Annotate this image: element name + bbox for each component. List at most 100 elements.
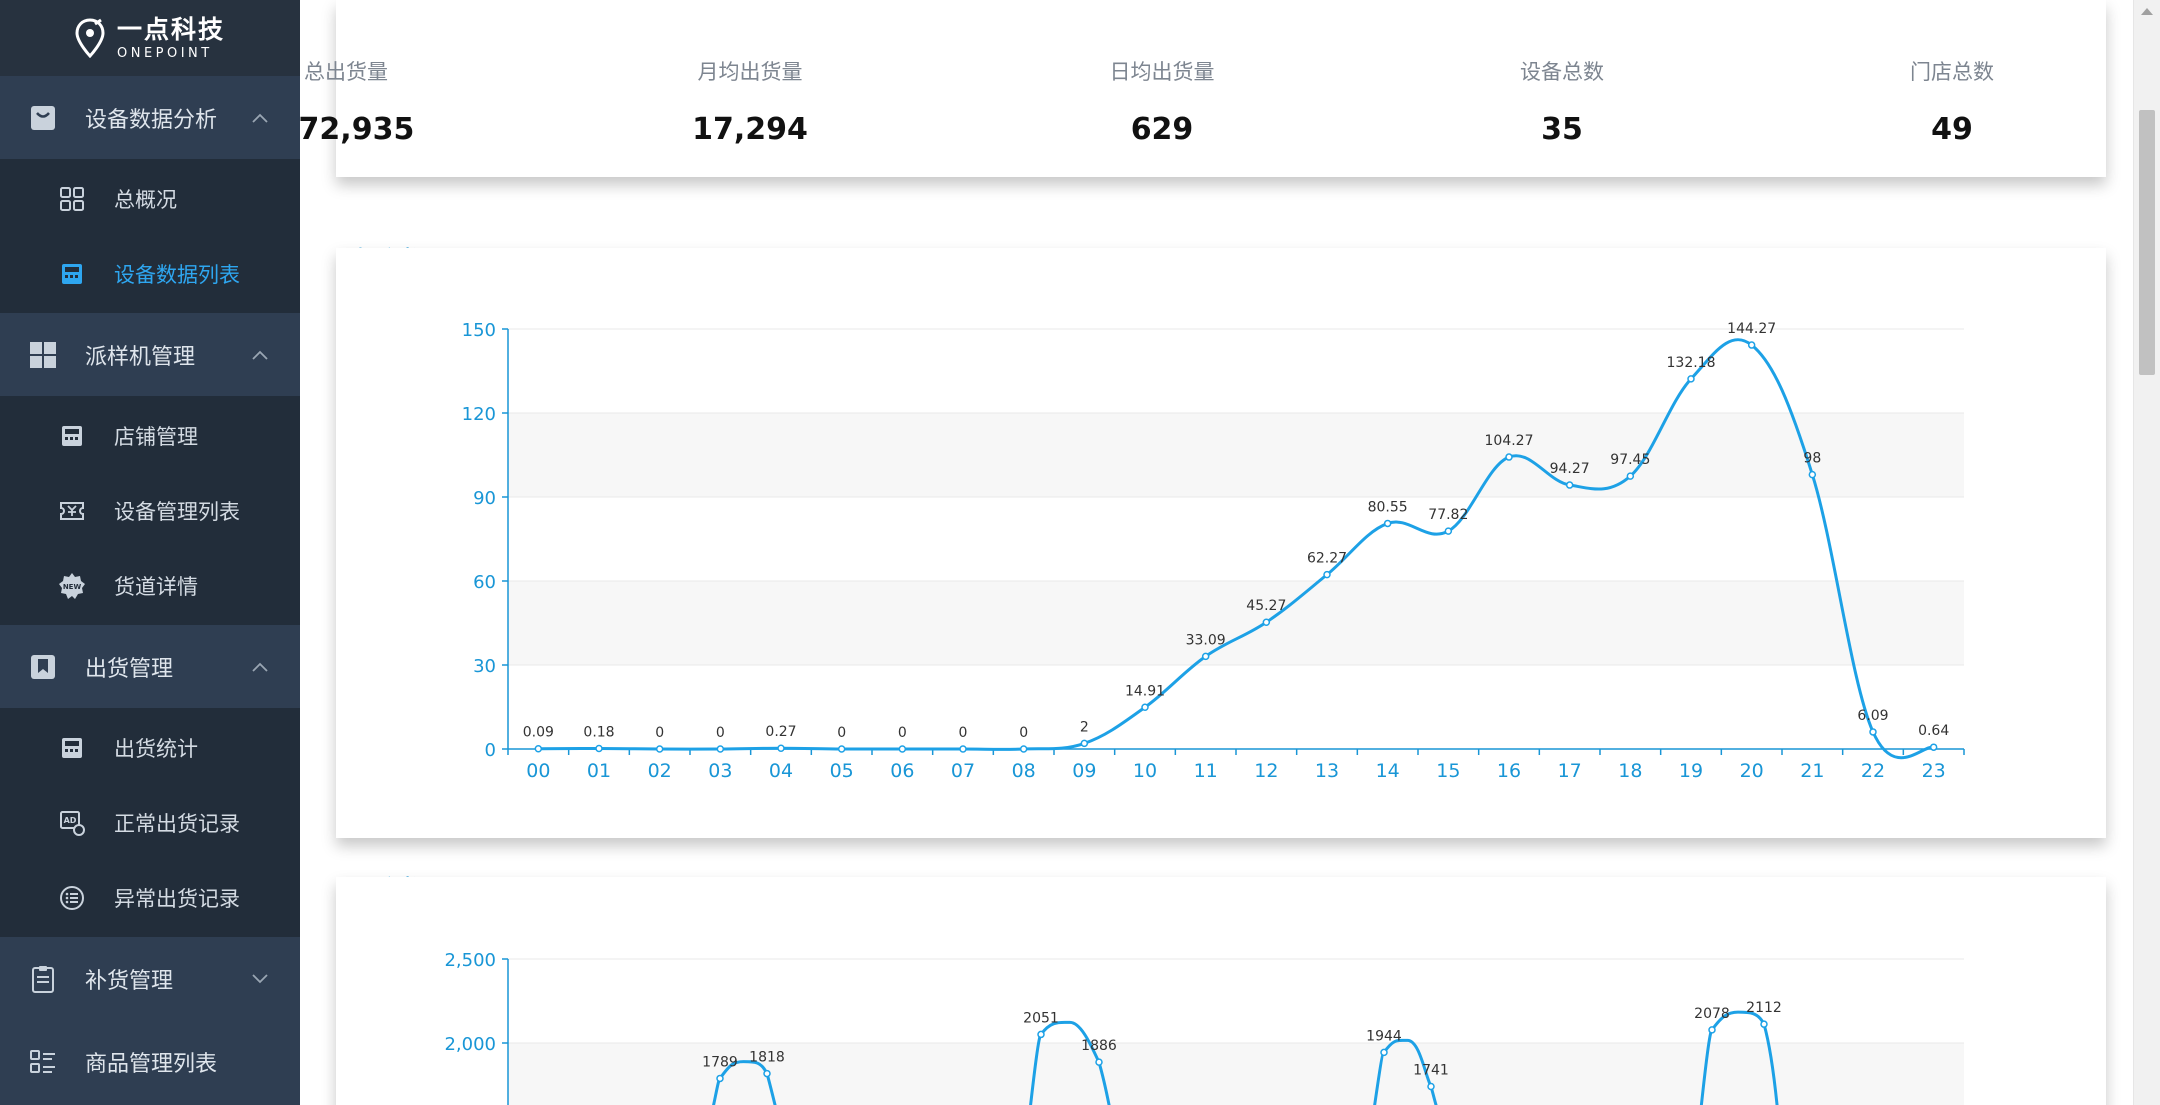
data-point <box>1323 570 1331 579</box>
x-tick-label: 07 <box>951 760 975 782</box>
stat-value: 49 <box>1931 112 1973 147</box>
data-label: 0 <box>716 725 725 741</box>
data-label: 0 <box>898 725 907 741</box>
stat-value: 35 <box>1541 112 1583 147</box>
data-point <box>1708 1026 1716 1034</box>
data-point <box>1808 470 1817 479</box>
y-tick-label: 120 <box>462 404 496 425</box>
stat-title: 门店总数 <box>1910 60 1994 84</box>
data-label: 80.55 <box>1368 499 1408 515</box>
data-label: 0 <box>959 725 968 741</box>
series-line <box>538 338 1935 760</box>
menu-group-label: 出货管理 <box>85 656 174 682</box>
data-label: 1818 <box>749 1050 785 1066</box>
data-point <box>1019 745 1028 753</box>
ticket-icon <box>60 501 84 520</box>
x-tick-label: 03 <box>708 760 732 782</box>
data-label: 45.27 <box>1246 598 1286 614</box>
x-tick-label: 21 <box>1800 760 1824 782</box>
sidebar-item-label: 异常出货记录 <box>114 886 240 911</box>
sidebar-item-label: 店铺管理 <box>114 424 198 449</box>
stat-value: 17,294 <box>692 112 808 147</box>
data-label: 1789 <box>702 1054 738 1070</box>
stat-title: 设备总数 <box>1520 60 1604 84</box>
sidebar-item-overview[interactable]: 总概况 <box>0 161 300 236</box>
data-label: 0 <box>1019 725 1028 741</box>
data-label: 144.27 <box>1727 321 1776 337</box>
menu-group-device-analysis[interactable]: 设备数据分析 <box>0 76 300 159</box>
data-label: 1944 <box>1366 1028 1402 1044</box>
sidebar-item-store-management[interactable]: 店铺管理 <box>0 398 300 473</box>
data-point <box>1201 652 1210 661</box>
data-label: 77.82 <box>1428 507 1468 523</box>
sidebar: 一点科技 ONEPOINT 设备数据分析 总概况 <box>0 0 300 1105</box>
scrollbar-thumb[interactable] <box>2139 110 2155 375</box>
menu-group-restock-management[interactable]: 补货管理 <box>0 937 300 1020</box>
data-label: 1741 <box>1413 1063 1449 1079</box>
grid-band <box>508 1043 1964 1105</box>
grid-band <box>508 665 1964 749</box>
sidebar-item-label: 设备数据列表 <box>114 262 240 287</box>
device-icon <box>62 425 82 446</box>
data-point <box>1565 481 1574 489</box>
chevron-up-icon <box>252 350 268 360</box>
menu-group-shipment-management[interactable]: 出货管理 <box>0 625 300 708</box>
data-label: 2 <box>1080 719 1089 735</box>
logo-pin-icon <box>75 18 105 58</box>
scroll-up-arrow[interactable] <box>2141 8 2153 15</box>
data-point <box>1747 341 1756 349</box>
data-label: 0 <box>655 725 664 741</box>
svg-text:NEW: NEW <box>63 583 82 591</box>
menu-group-label: 商品管理列表 <box>85 1051 218 1077</box>
menu-group-product-management-list[interactable]: 商品管理列表 <box>0 1020 300 1103</box>
data-point <box>898 745 907 753</box>
x-tick-label: 08 <box>1012 760 1036 782</box>
y-tick-label: 2,500 <box>444 950 496 971</box>
series-line <box>1699 1010 1779 1105</box>
series-line <box>712 1060 777 1105</box>
grid-icon <box>60 186 84 211</box>
sidebar-item-label: 总概况 <box>114 187 177 212</box>
grid-band <box>508 413 1964 497</box>
grid-band <box>508 497 1964 581</box>
x-tick-label: 06 <box>890 760 914 782</box>
x-tick-label: 12 <box>1254 760 1278 782</box>
page-scrollbar[interactable] <box>2133 0 2160 1105</box>
x-tick-label: 10 <box>1133 760 1157 782</box>
data-point <box>1687 375 1695 383</box>
daily-chart-card: 2,500 2,000 1789 1818 2051 1886 1944 1741 2078 21… <box>336 877 2106 1105</box>
data-point <box>534 744 543 753</box>
sidebar-item-shipment-stats[interactable]: 出货统计 <box>0 710 300 785</box>
sidebar-item-device-management-list[interactable]: 设备管理列表 <box>0 473 300 548</box>
x-tick-label: 20 <box>1740 760 1764 782</box>
data-point <box>837 745 846 753</box>
chevron-up-icon <box>252 113 268 123</box>
data-point <box>595 744 603 753</box>
ad-icon: AD <box>60 810 85 836</box>
x-tick-label: 11 <box>1194 760 1218 782</box>
x-tick-label: 16 <box>1497 760 1521 782</box>
x-tick-label: 18 <box>1618 760 1642 782</box>
chevron-down-icon <box>252 973 268 983</box>
sidebar-item-device-data-list[interactable]: 设备数据列表 <box>0 236 300 311</box>
list-icon <box>30 1049 55 1073</box>
bag-icon <box>31 105 55 130</box>
data-point <box>1444 527 1453 535</box>
data-label: 0 <box>837 725 846 741</box>
data-point <box>655 745 664 753</box>
sidebar-item-abnormal-shipment-records[interactable]: 异常出货记录 <box>0 860 300 935</box>
y-tick-label: 150 <box>462 320 496 341</box>
menu-group-label: 派样机管理 <box>85 344 196 370</box>
sidebar-item-lane-details[interactable]: NEW 货道详情 <box>0 548 300 623</box>
x-tick-label: 04 <box>769 760 793 782</box>
menu-group-sampler-management[interactable]: 派样机管理 <box>0 313 300 396</box>
tiles-icon <box>30 341 56 368</box>
sidebar-item-normal-shipment-records[interactable]: AD 正常出货记录 <box>0 785 300 860</box>
menu-group-label: 补货管理 <box>85 968 174 994</box>
x-tick-label: 15 <box>1436 760 1460 782</box>
data-label: 94.27 <box>1550 461 1590 477</box>
data-point <box>763 1069 771 1078</box>
sidebar-item-label: 出货统计 <box>114 736 198 761</box>
logo[interactable]: 一点科技 ONEPOINT <box>0 0 300 76</box>
